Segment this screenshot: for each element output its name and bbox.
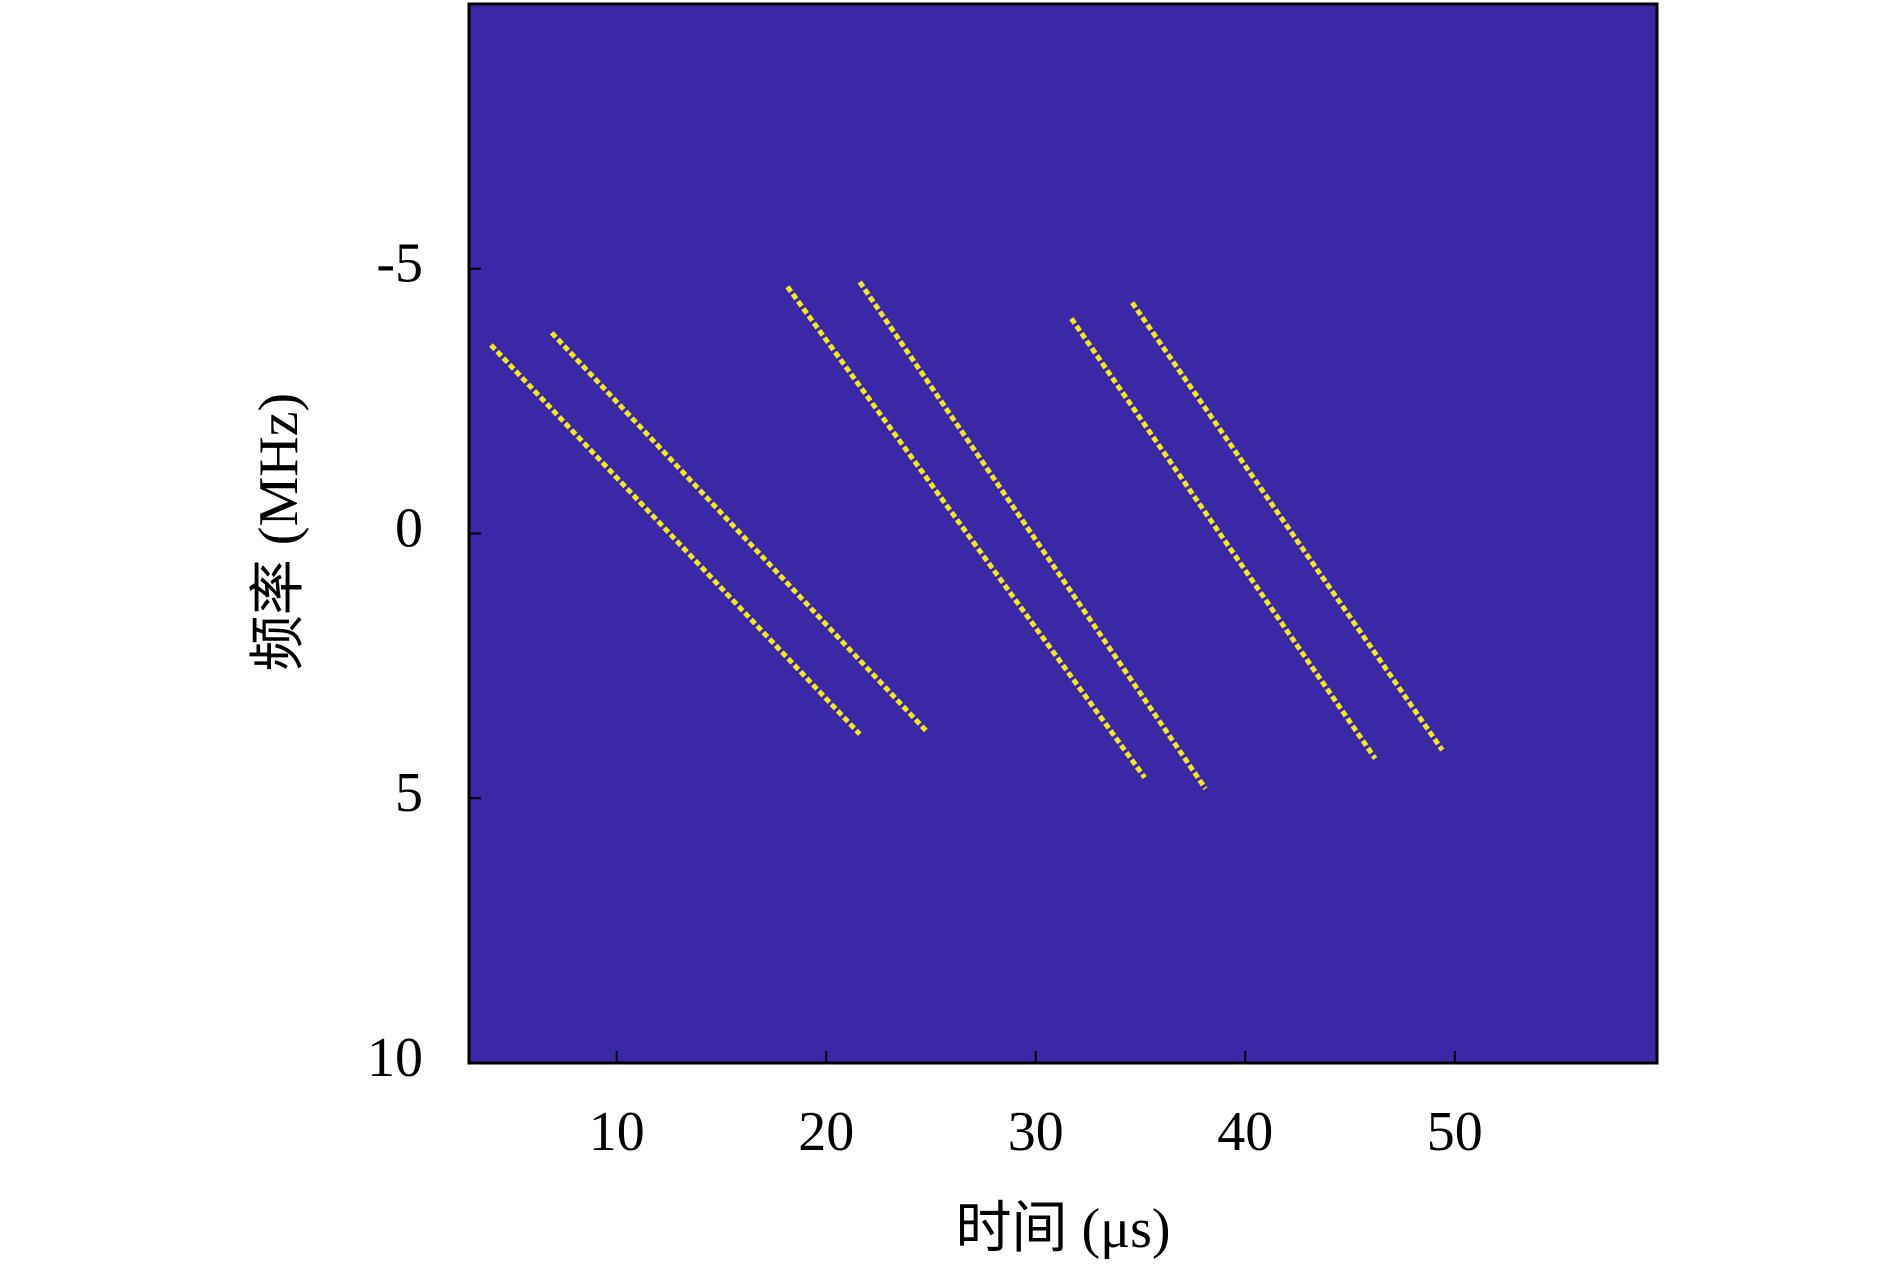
x-tick-label: 40 [1217, 1101, 1273, 1163]
chirp-line [1069, 317, 1378, 760]
x-tick-label: 30 [1008, 1101, 1064, 1163]
y-tick-label: 0 [395, 497, 423, 559]
plot-background [469, 4, 1657, 1063]
y-axis-label: 频率 (MHz) [248, 393, 310, 671]
chirp-line [549, 331, 929, 734]
x-tick-label: 10 [589, 1101, 645, 1163]
x-tick-label: 50 [1427, 1101, 1483, 1163]
chirp-line [785, 285, 1147, 780]
y-tick-label: -5 [376, 233, 423, 295]
chirp-line [489, 343, 862, 736]
chirp-line [1130, 301, 1445, 752]
y-tick-label: 5 [395, 762, 423, 824]
y-tick-label: 10 [367, 1027, 423, 1089]
chirp-line [857, 280, 1208, 791]
x-axis-label: 时间 (μs) [955, 1198, 1170, 1260]
x-tick-label: 20 [798, 1101, 854, 1163]
